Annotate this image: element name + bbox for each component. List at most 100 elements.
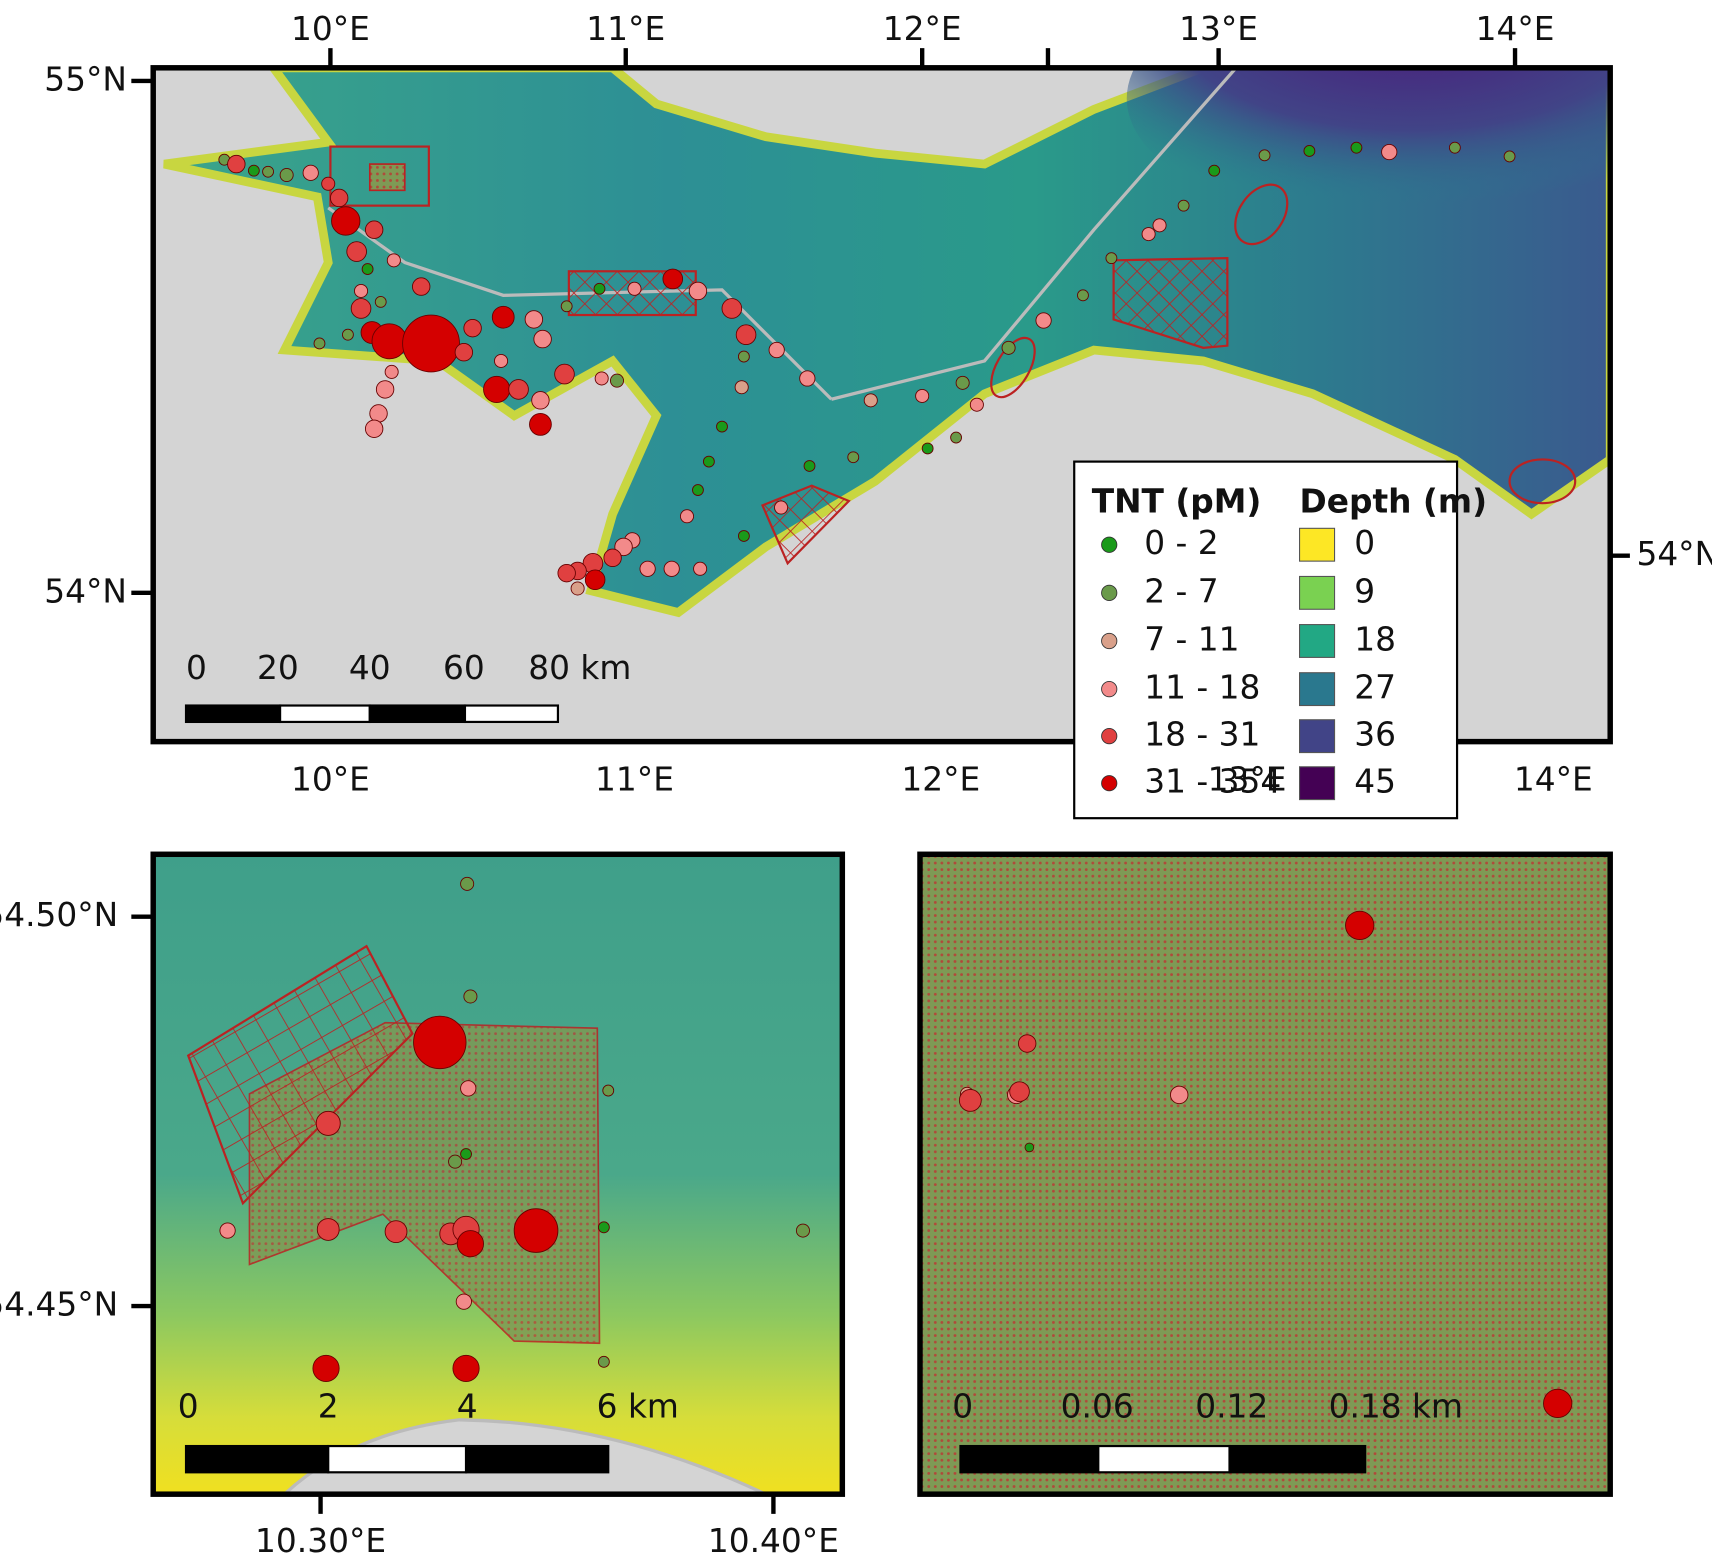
sample-point: [384, 1220, 408, 1244]
legend-label: 18 - 31: [1144, 716, 1260, 754]
sample-point: [1543, 1388, 1573, 1419]
legend-swatch: [1299, 624, 1336, 658]
axis-label: 54.45°N: [0, 1286, 118, 1324]
scale-bar-segment: [464, 1444, 610, 1474]
sample-point: [384, 364, 399, 379]
axis-labels: 10°E 11°E 12°E 13°E 14°E 10°E 11°E 12°E 13°E 14°E…: [0, 10, 1712, 1560]
sample-point: [1152, 218, 1167, 233]
sample-point: [950, 431, 962, 444]
axis-label: 14°E: [1476, 10, 1555, 48]
sample-point: [375, 380, 395, 399]
sample-point: [692, 484, 704, 496]
legend-items: 0 - 2 2 - 7 7 - 11 11 - 18 18 - 31 31 - 354 0 9…: [1101, 524, 1396, 801]
sample-point: [312, 1354, 340, 1382]
sample-point: [371, 323, 408, 360]
restricted-area: [1112, 257, 1229, 349]
sample-point: [463, 318, 482, 338]
sample-point: [716, 420, 728, 433]
restricted-area: [990, 336, 1036, 399]
axis-label: 0: [952, 1387, 973, 1425]
inset-left-map: [153, 854, 843, 1495]
sample-point: [350, 298, 372, 319]
sample-point: [313, 337, 326, 350]
axis-label: 12°E: [883, 10, 962, 48]
sample-point: [331, 206, 361, 236]
map-frame: [150, 851, 846, 1497]
sample-point: [663, 560, 680, 577]
sample-point: [508, 379, 529, 400]
sample-point: [494, 353, 509, 368]
sample-point: [1258, 149, 1271, 162]
sample-point: [454, 343, 474, 362]
sample-point: [369, 404, 388, 423]
sample-point: [803, 460, 816, 472]
legend-label: 7 - 11: [1144, 620, 1239, 658]
legend-symbol: [1101, 632, 1118, 650]
sample-point: [593, 282, 606, 295]
legend-label: 2 - 7: [1144, 572, 1218, 610]
legend-label: 31 - 354: [1144, 763, 1281, 801]
sample-point: [1035, 312, 1052, 329]
axis-label: 54°N: [44, 572, 127, 610]
axis-label: 4: [457, 1387, 478, 1425]
legend-symbol: [1101, 775, 1118, 792]
legend-swatch: [1299, 575, 1336, 610]
sample-point: [1503, 150, 1516, 163]
legend-label: 36: [1354, 716, 1396, 754]
restricted-area: [1234, 183, 1289, 246]
axis-label: 40: [349, 649, 391, 687]
axis-label: 10.30°E: [255, 1522, 386, 1560]
sample-point: [364, 220, 384, 239]
axis-label: 60: [443, 649, 485, 687]
scale-bar-segment: [463, 704, 560, 724]
sample-point: [603, 548, 622, 568]
restricted-area: [1508, 458, 1577, 505]
sample-point: [342, 328, 354, 341]
sample-point: [609, 373, 624, 388]
sample-point: [734, 380, 749, 395]
sample-point: [688, 281, 708, 301]
legend-label: 45: [1354, 763, 1396, 801]
axis-label: 0.18 km: [1329, 1387, 1463, 1425]
sample-point: [639, 560, 656, 577]
axis-label: 11°E: [595, 761, 674, 799]
sample-point: [735, 324, 757, 345]
sample-point: [627, 281, 642, 296]
scale-bar-segment: [1097, 1444, 1231, 1474]
axis-label: 10.40°E: [708, 1522, 839, 1560]
axis-label: 13°E: [1208, 761, 1287, 799]
sample-point: [412, 277, 431, 296]
sample-point: [1448, 141, 1461, 154]
sample-point: [1077, 289, 1089, 302]
sample-point: [361, 263, 374, 275]
legend-label: 11 - 18: [1144, 669, 1260, 707]
legend-label: 18: [1354, 620, 1396, 658]
sample-point: [570, 581, 585, 596]
axis-label: 10°E: [291, 761, 370, 799]
sample-point: [1009, 1081, 1030, 1102]
sample-point: [463, 989, 478, 1004]
axis-label: 13°E: [1179, 10, 1258, 48]
sample-point: [460, 876, 475, 891]
sample-point: [227, 154, 246, 174]
sample-point: [702, 455, 715, 468]
sample-point: [413, 1015, 467, 1070]
legend-label: 27: [1354, 669, 1396, 707]
map-frame: [150, 65, 1613, 745]
legend-box: [1073, 460, 1459, 820]
sample-point: [386, 253, 401, 268]
sample-point: [594, 371, 609, 386]
axis-label: 2: [318, 1387, 339, 1425]
sample-point: [915, 388, 930, 403]
axis-label: 6 km: [597, 1387, 679, 1425]
sample-point: [1345, 910, 1375, 941]
sample-point: [460, 1148, 472, 1160]
sample-point: [921, 442, 934, 455]
sample-point: [262, 165, 274, 178]
sample-point: [863, 393, 878, 408]
sample-point: [1303, 145, 1316, 157]
axis-label: 80 km: [528, 649, 631, 687]
axis-label: 0: [186, 649, 207, 687]
sample-point: [1177, 199, 1190, 212]
sample-point: [452, 1354, 480, 1382]
